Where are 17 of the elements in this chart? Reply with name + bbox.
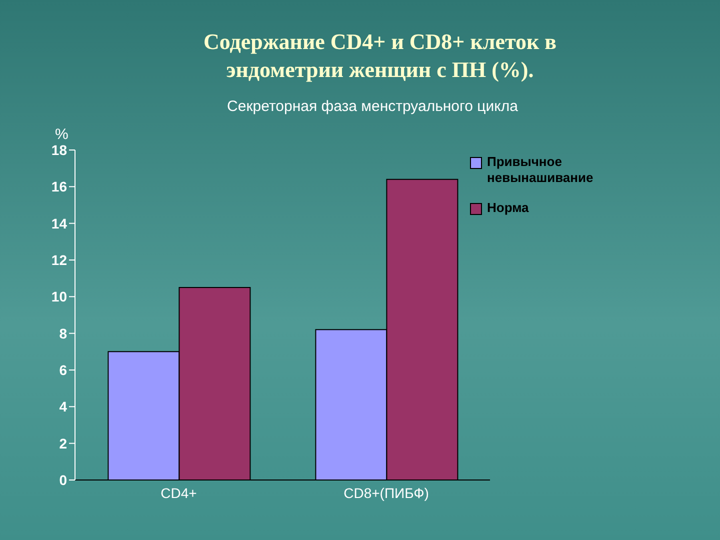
legend-label: Привычное невынашивание <box>487 154 594 186</box>
y-tick-label: 18 <box>51 142 68 158</box>
y-tick-label: 10 <box>51 288 68 305</box>
legend-label: Норма <box>487 200 529 216</box>
y-tick-label: 14 <box>51 215 68 232</box>
y-tick-label: 6 <box>59 362 68 378</box>
x-tick-label: CD8+(ПИБФ) <box>344 484 429 501</box>
chart-subtitle: Секреторная фаза менструального цикла <box>226 98 519 115</box>
y-tick-label: 12 <box>51 252 68 268</box>
y-tick-label: 2 <box>59 435 68 452</box>
chart-title: Содержание CD4+ и CD8+ клеток в эндометрии женщин с ПН (%). <box>202 28 558 84</box>
y-tick-label: 8 <box>59 325 68 342</box>
y-axis-title: % <box>55 126 68 143</box>
y-tick-label: 4 <box>59 398 68 415</box>
x-tick-label: CD4+ <box>160 484 197 501</box>
y-tick-label: 16 <box>51 178 68 195</box>
y-tick-label: 0 <box>59 472 68 488</box>
